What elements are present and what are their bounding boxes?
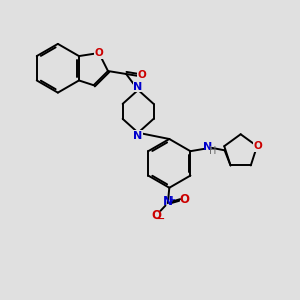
- Text: H: H: [209, 146, 217, 156]
- Text: O: O: [137, 70, 146, 80]
- Text: O: O: [151, 209, 161, 222]
- Text: N: N: [203, 142, 212, 152]
- Text: N: N: [134, 82, 143, 92]
- Text: +: +: [169, 195, 176, 204]
- Text: N: N: [134, 131, 143, 141]
- Text: O: O: [94, 48, 103, 58]
- Text: N: N: [163, 195, 173, 208]
- Text: O: O: [179, 194, 190, 206]
- Text: −: −: [155, 213, 166, 226]
- Text: O: O: [254, 141, 262, 151]
